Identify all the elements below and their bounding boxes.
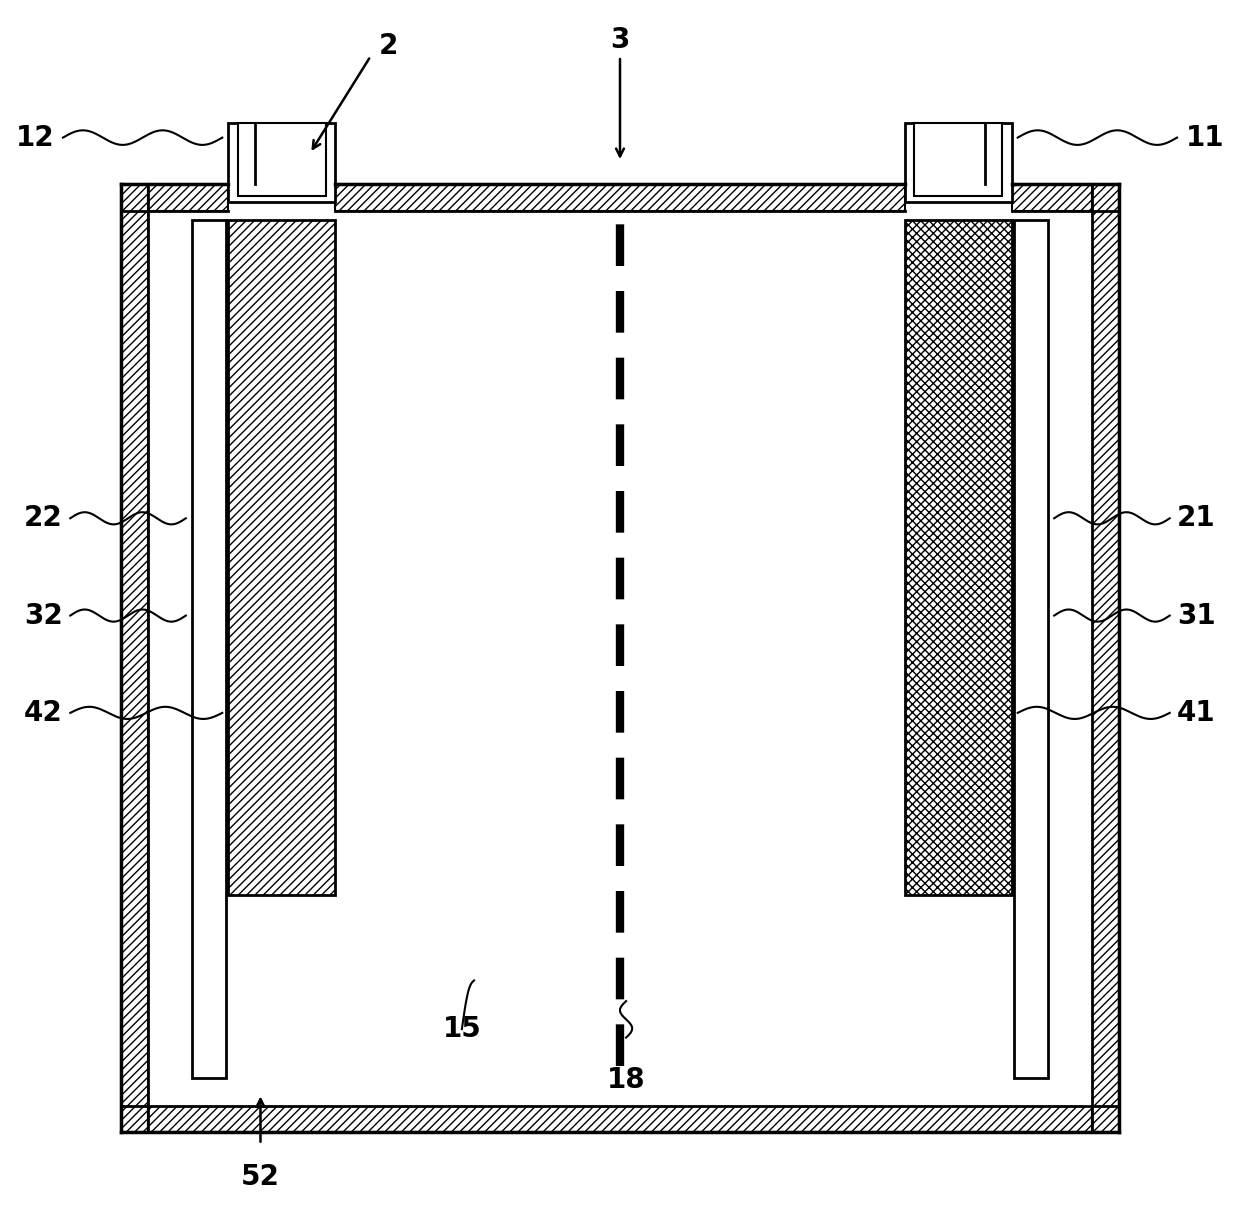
Bar [228, 221, 335, 895]
Text: 11: 11 [1185, 123, 1224, 151]
Bar [905, 123, 1012, 202]
Text: 32: 32 [25, 602, 63, 629]
Text: 42: 42 [25, 698, 63, 727]
Bar [335, 184, 905, 211]
Text: 2: 2 [379, 33, 398, 61]
Text: 15: 15 [443, 1015, 481, 1043]
Bar [238, 123, 326, 196]
Bar [1012, 184, 1092, 211]
Bar [1092, 184, 1118, 1132]
Bar [914, 123, 1002, 196]
Bar [905, 221, 1012, 895]
Text: 31: 31 [1177, 602, 1215, 629]
Bar [228, 123, 335, 202]
Bar [1014, 221, 1048, 1078]
Text: 21: 21 [1177, 505, 1215, 533]
Text: 52: 52 [241, 1163, 280, 1191]
Text: 12: 12 [16, 123, 55, 151]
Text: 41: 41 [1177, 698, 1215, 727]
Text: 18: 18 [606, 1065, 645, 1093]
Text: 22: 22 [25, 505, 63, 533]
Bar [148, 211, 1092, 1106]
Bar [122, 184, 148, 1132]
Bar [192, 221, 226, 1078]
Bar [148, 1106, 1092, 1132]
Bar [148, 184, 228, 211]
Bar [122, 184, 1118, 1132]
Text: 3: 3 [610, 27, 630, 55]
